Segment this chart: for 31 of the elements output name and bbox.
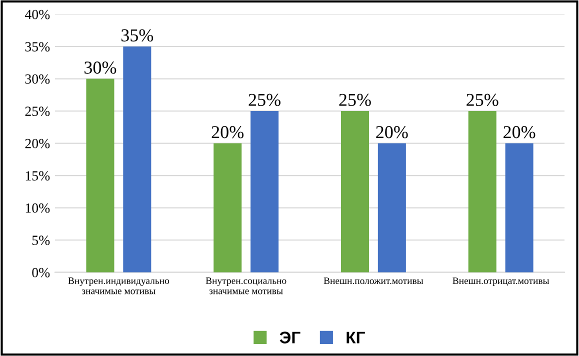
y-tick-label: 10% bbox=[26, 203, 50, 213]
bar bbox=[123, 46, 152, 272]
y-tick-label: 25% bbox=[25, 106, 50, 116]
y-tick-label: 5% bbox=[32, 236, 50, 246]
bar bbox=[214, 143, 242, 272]
legend-label: КГ bbox=[346, 332, 365, 344]
bar bbox=[86, 78, 114, 272]
data-label: 25% bbox=[339, 94, 371, 106]
data-label: 30% bbox=[84, 62, 116, 74]
data-label: 25% bbox=[248, 94, 280, 106]
x-tick-label: Внутрен.социально значимые мотивы bbox=[206, 278, 286, 294]
legend-label: ЭГ bbox=[280, 332, 300, 344]
y-tick-label: 35% bbox=[25, 42, 50, 52]
bar bbox=[378, 143, 406, 272]
data-label: 20% bbox=[376, 126, 408, 138]
x-tick-label: Внешн.отрицат.мотивы bbox=[452, 278, 550, 286]
bar bbox=[505, 143, 534, 272]
y-tick-label: 40% bbox=[24, 10, 50, 20]
bar bbox=[250, 111, 279, 272]
data-label: 35% bbox=[121, 29, 154, 42]
bar bbox=[340, 111, 369, 272]
y-tick-label: 20% bbox=[25, 138, 50, 148]
y-tick-label: 15% bbox=[26, 171, 50, 181]
y-tick-label: 30% bbox=[25, 74, 50, 84]
bar bbox=[468, 111, 496, 272]
data-label: 20% bbox=[504, 126, 536, 138]
data-label: 25% bbox=[466, 94, 498, 106]
y-tick-label: 0% bbox=[32, 268, 50, 278]
x-tick-label: Внешн.положит.мотивы bbox=[324, 278, 424, 284]
x-tick-label: Внутрен.индивидуально значимые мотивы bbox=[68, 278, 170, 294]
data-label: 20% bbox=[212, 126, 244, 138]
